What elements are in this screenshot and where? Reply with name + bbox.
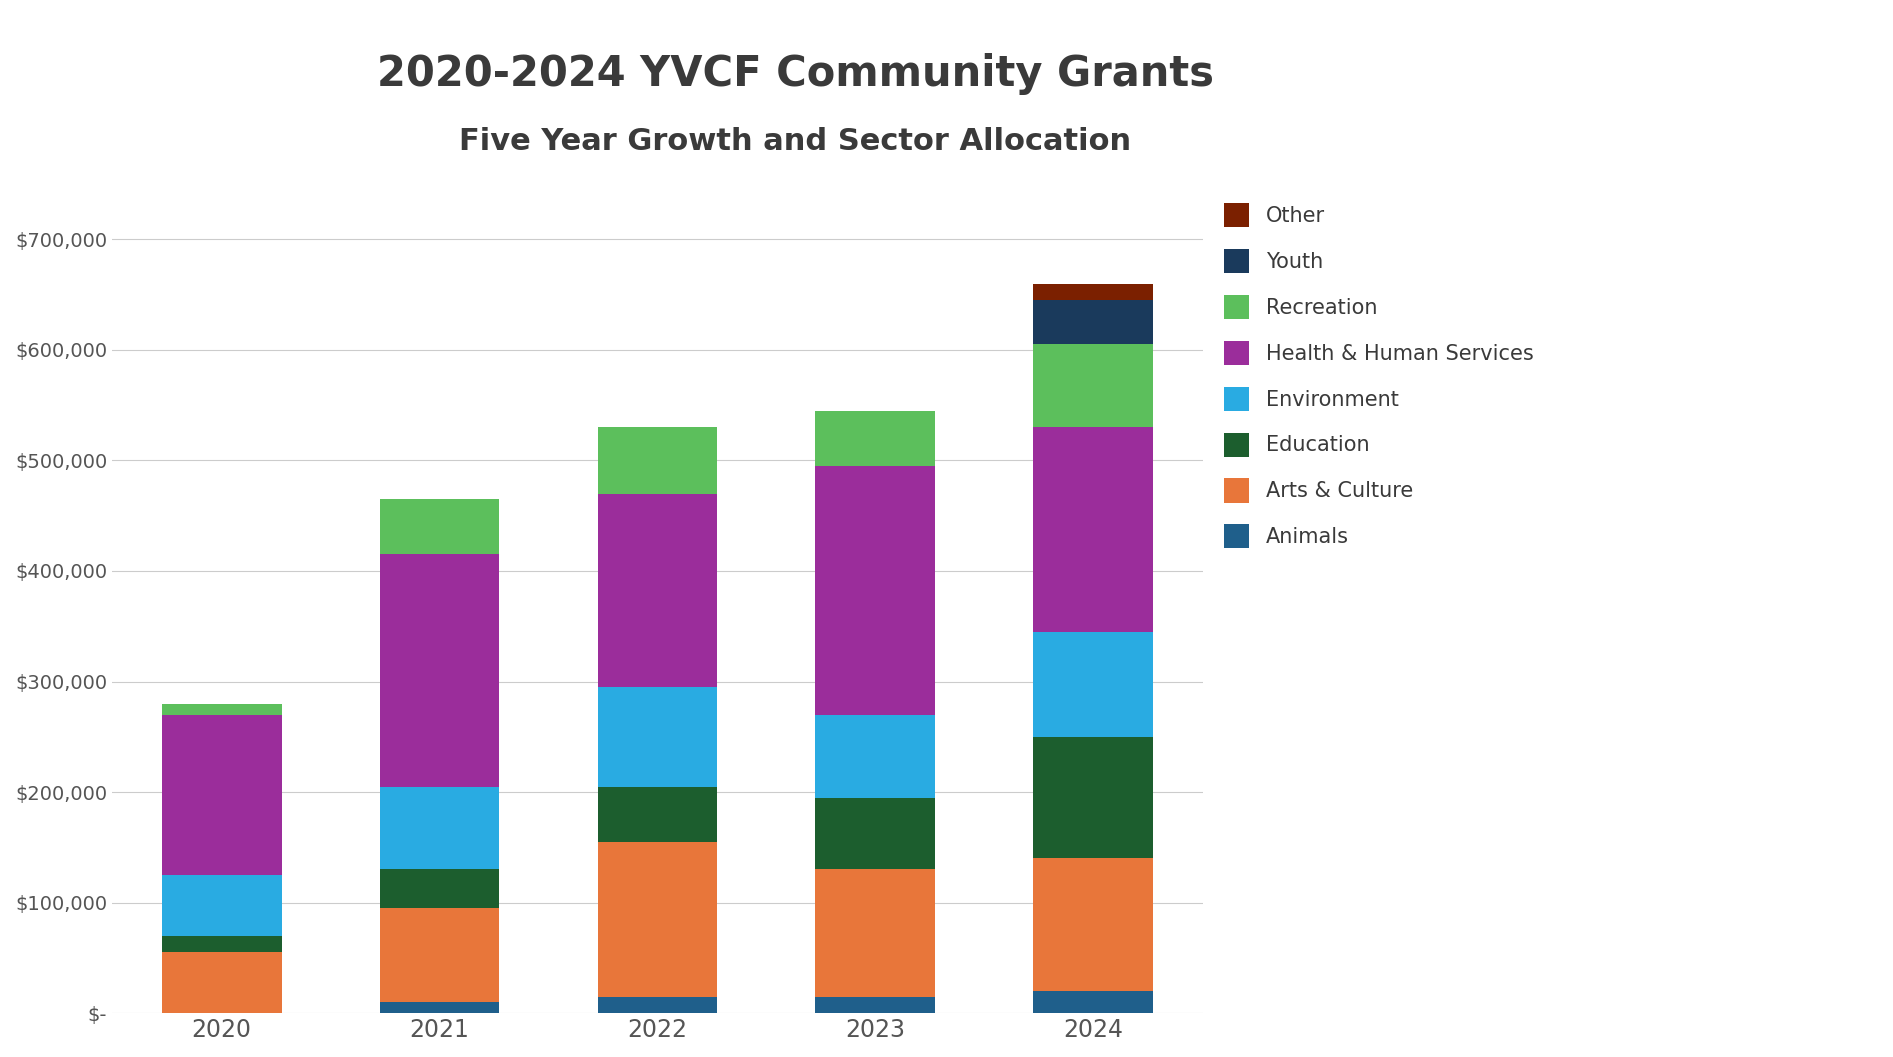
Bar [380, 1002, 500, 1014]
Bar [598, 786, 717, 841]
Bar [598, 841, 717, 997]
Text: Five Year Growth and Sector Allocation: Five Year Growth and Sector Allocation [458, 127, 1132, 155]
Bar [380, 786, 500, 870]
Legend: Other, Youth, Recreation, Health & Human Services, Environment, Education, Arts : Other, Youth, Recreation, Health & Human… [1225, 203, 1533, 549]
Bar [1034, 283, 1153, 300]
Bar [1034, 427, 1153, 632]
Bar [816, 997, 935, 1014]
Bar [816, 870, 935, 997]
Bar [1034, 632, 1153, 737]
Bar [380, 908, 500, 1002]
Bar [161, 875, 282, 935]
Bar [1034, 345, 1153, 427]
Bar [1034, 991, 1153, 1014]
Bar [380, 499, 500, 555]
Bar [816, 798, 935, 870]
Bar [161, 935, 282, 952]
Bar [380, 555, 500, 786]
Text: 2020-2024 YVCF Community Grants: 2020-2024 YVCF Community Grants [377, 53, 1213, 95]
Bar [161, 715, 282, 875]
Bar [1034, 737, 1153, 858]
Bar [598, 427, 717, 494]
Bar [380, 870, 500, 908]
Bar [161, 704, 282, 715]
Bar [161, 952, 282, 1014]
Bar [1034, 858, 1153, 991]
Bar [1034, 300, 1153, 345]
Bar [816, 466, 935, 715]
Bar [816, 715, 935, 798]
Bar [598, 494, 717, 687]
Bar [598, 687, 717, 786]
Bar [816, 411, 935, 466]
Bar [598, 997, 717, 1014]
